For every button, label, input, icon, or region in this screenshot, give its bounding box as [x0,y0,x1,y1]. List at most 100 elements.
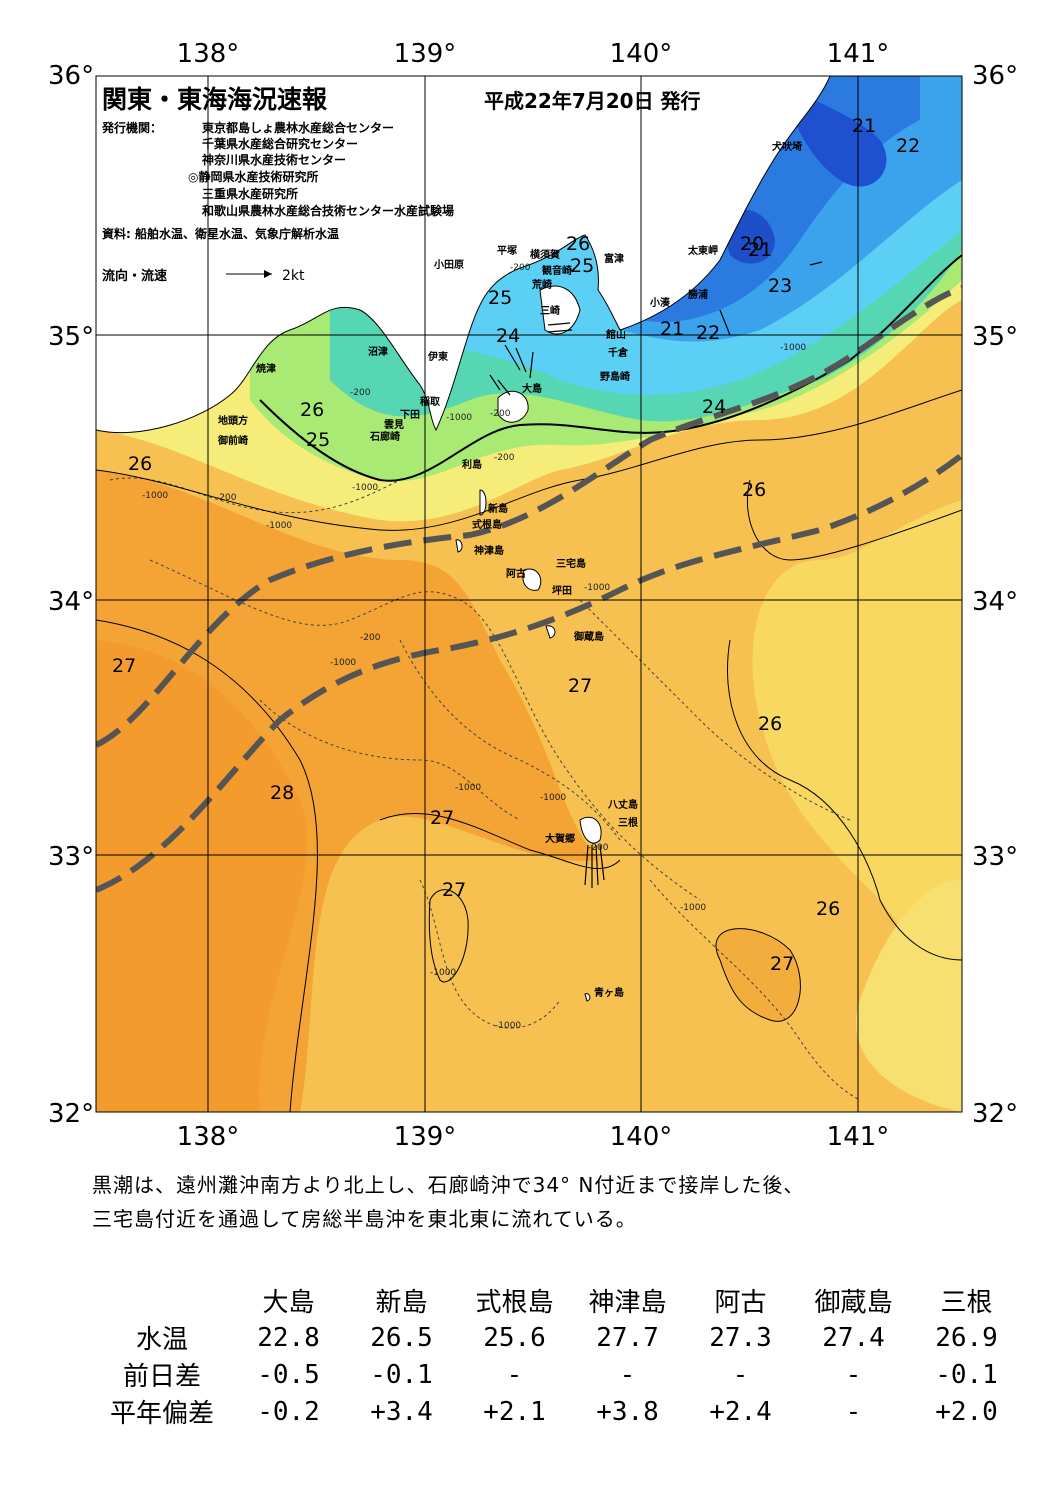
svg-text:-1000: -1000 [266,521,292,531]
column-header: 式根島 [475,1288,554,1318]
table-cell: - [845,1396,862,1427]
svg-text:-1000: -1000 [540,793,566,803]
svg-text:25: 25 [306,429,330,451]
row-label: 水温 [135,1325,188,1355]
flow-arrows [489,261,823,888]
svg-text:138°: 138° [177,39,240,69]
table-cell: -0.1 [935,1359,998,1390]
svg-text:26: 26 [128,453,152,475]
flow-legend: 流向・流速 2kt [102,268,305,284]
column-header: 神津島 [588,1288,667,1318]
svg-text:-1000: -1000 [584,583,610,593]
svg-text:27: 27 [442,879,466,901]
svg-text:小湊: 小湊 [649,296,671,309]
svg-text:36°: 36° [972,61,1018,91]
table-cell: 27.3 [709,1322,772,1353]
table-cell: - [845,1359,862,1390]
svg-text:21: 21 [852,115,876,137]
svg-text:2kt: 2kt [282,268,305,284]
svg-text:26: 26 [816,898,840,920]
svg-text:三崎: 三崎 [540,304,560,317]
svg-text:141°: 141° [827,39,890,69]
lat-labels-right: 36° 35° 34° 33° 32° [972,61,1018,1129]
svg-text:和歌山県農林水産総合技術センター水産試験場: 和歌山県農林水産総合技術センター水産試験場 [201,203,454,218]
isotherm-lines [96,389,962,1112]
svg-text:発行機関：: 発行機関： [101,120,162,135]
svg-text:◎静岡県水産技術研究所: ◎静岡県水産技術研究所 [188,169,318,184]
svg-text:-1000: -1000 [495,1021,521,1031]
svg-text:平塚: 平塚 [497,244,517,257]
land [96,76,831,1002]
column-header: 阿古 [714,1288,767,1318]
depth-labels: -1000 -200 -1000 -200 -1000 -1000 -200 -… [142,263,806,1031]
observation-table: 大島 新島 式根島 神津島 阿古 御蔵島 三根 水温 22.8 26.5 25.… [92,1282,1023,1430]
svg-text:35°: 35° [48,322,94,352]
svg-text:27: 27 [568,675,592,697]
svg-text:25: 25 [488,287,512,309]
svg-text:御前崎: 御前崎 [217,434,248,447]
svg-text:141°: 141° [827,1122,890,1152]
svg-text:24: 24 [702,396,726,418]
column-header: 三根 [940,1288,993,1318]
table-cell: 27.4 [822,1322,885,1353]
svg-text:27: 27 [770,953,794,975]
table-cell: +2.0 [935,1396,998,1427]
kuroshio-description: 黒潮は、遠州灘沖南方より北上し、石廊崎沖で34° N付近まで接岸した後、 三宅島… [92,1168,992,1236]
svg-text:勝浦: 勝浦 [688,288,708,301]
svg-text:-200: -200 [510,263,531,273]
svg-text:26: 26 [566,233,590,255]
lon-labels-top: 138° 139° 140° 141° [177,39,890,69]
svg-text:139°: 139° [394,1122,457,1152]
svg-text:32°: 32° [48,1099,94,1129]
table-header-row: 大島 新島 式根島 神津島 阿古 御蔵島 三根 [92,1282,1023,1319]
svg-text:-1000: -1000 [430,968,456,978]
svg-text:27: 27 [112,655,136,677]
svg-text:式根島: 式根島 [472,518,502,531]
svg-text:犬吠埼: 犬吠埼 [772,140,802,153]
table-cell: - [506,1359,523,1390]
svg-text:-200: -200 [490,409,511,419]
svg-text:三宅島: 三宅島 [556,557,586,570]
svg-text:三根: 三根 [618,816,638,829]
svg-text:雲見: 雲見 [384,419,404,431]
svg-text:神津島: 神津島 [474,544,504,557]
svg-text:観音崎: 観音崎 [542,264,572,277]
column-header: 大島 [262,1288,315,1318]
svg-text:26: 26 [758,713,782,735]
lon-labels-bottom: 138° 139° 140° 141° [177,1122,890,1152]
svg-text:館山: 館山 [605,328,626,341]
svg-text:坪田: 坪田 [552,584,572,597]
table-cell: -0.1 [370,1359,433,1390]
svg-text:野島崎: 野島崎 [600,370,630,383]
svg-text:139°: 139° [394,39,457,69]
sst-field [96,76,962,1112]
issue-date: 平成22年7月20日 発行 [484,89,701,113]
svg-text:34°: 34° [48,587,94,617]
table-cell: +2.1 [483,1396,546,1427]
svg-text:23: 23 [768,275,792,297]
svg-text:20: 20 [740,233,764,255]
svg-text:稲取: 稲取 [420,395,441,408]
svg-text:横須賀: 横須賀 [530,248,560,261]
svg-text:21: 21 [748,239,772,261]
place-names: 犬吠埼 太東岬 勝浦 小湊 館山 千倉 野島崎 富津 観音崎 横須賀 荒崎 三崎… [217,140,802,999]
svg-text:-1000: -1000 [446,413,472,423]
row-label: 平年偏差 [109,1399,214,1429]
svg-text:25: 25 [570,255,594,277]
svg-text:小田原: 小田原 [433,258,464,271]
bathymetry-lines [109,477,861,1101]
svg-text:大島: 大島 [522,382,542,395]
svg-text:-200: -200 [588,843,609,853]
svg-text:千倉: 千倉 [608,346,629,359]
isotherm-labels: 21 22 20 21 23 21 22 24 24 25 26 25 26 2… [112,115,920,975]
svg-text:地頭方: 地頭方 [218,414,248,427]
svg-text:32°: 32° [972,1099,1018,1129]
table-cell: -0.2 [257,1396,320,1427]
svg-text:東京都島しょ農林水産総合センター: 東京都島しょ農林水産総合センター [202,120,394,135]
svg-text:36°: 36° [48,61,94,91]
svg-text:流向・流速: 流向・流速 [102,268,167,284]
table-cell: +3.8 [596,1396,659,1427]
svg-text:御蔵島: 御蔵島 [573,630,604,643]
svg-text:21: 21 [660,318,684,340]
svg-text:利島: 利島 [462,458,482,471]
